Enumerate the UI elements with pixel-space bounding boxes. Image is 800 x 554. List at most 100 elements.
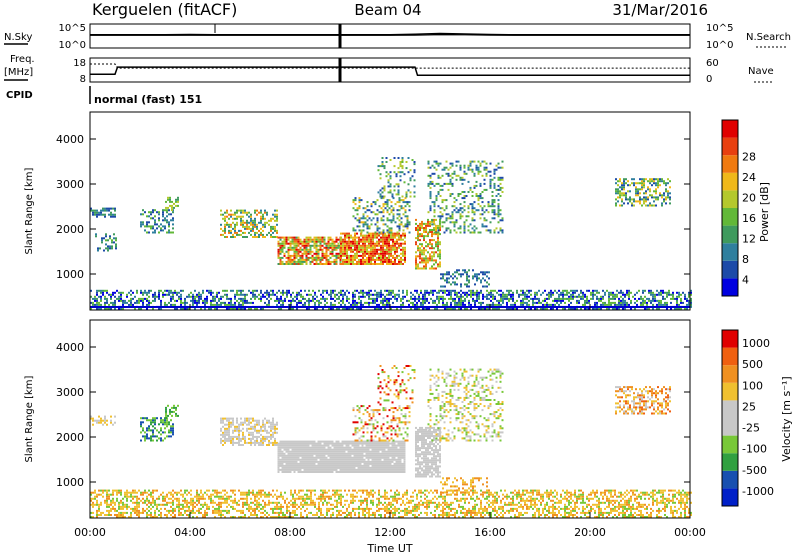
power-cell-1633 bbox=[104, 209, 106, 212]
power-cell-1251 bbox=[562, 297, 564, 300]
power-cell-3502 bbox=[471, 195, 474, 197]
power-cell-1622 bbox=[96, 209, 98, 212]
power-cell-808 bbox=[406, 299, 408, 302]
power-cell-3296 bbox=[431, 164, 434, 167]
power-cell-1496 bbox=[650, 299, 652, 302]
power-cell-1205 bbox=[546, 308, 548, 310]
power-cell-110 bbox=[134, 301, 136, 304]
power-cell-3492 bbox=[469, 160, 472, 163]
velocity-cell-92 bbox=[116, 509, 118, 512]
velocity-cell-841 bbox=[326, 509, 328, 512]
power-cell-3589 bbox=[489, 231, 492, 234]
velocity-cell-933 bbox=[354, 511, 356, 514]
power-cell-3285 bbox=[429, 182, 432, 185]
power-cell-2186 bbox=[311, 258, 314, 261]
velocity-cell-469 bbox=[218, 495, 220, 498]
power-cell-135 bbox=[144, 291, 146, 294]
power-cell-451 bbox=[268, 301, 270, 304]
power-cell-1941 bbox=[260, 219, 262, 222]
power-cell-3657 bbox=[499, 186, 502, 189]
power-cell-3120 bbox=[421, 267, 423, 270]
power-cell-3866 bbox=[645, 198, 647, 201]
power-cell-3943 bbox=[667, 178, 669, 181]
power-cell-2105 bbox=[295, 238, 298, 241]
power-cell-811 bbox=[406, 289, 408, 292]
power-cell-2592 bbox=[376, 252, 378, 255]
power-cell-75 bbox=[118, 297, 120, 300]
power-cell-3323 bbox=[437, 191, 440, 193]
velocity-cell-553 bbox=[244, 497, 246, 500]
power-cell-304 bbox=[212, 303, 214, 306]
power-cell-2253 bbox=[323, 252, 326, 255]
power-cell-2526 bbox=[366, 240, 368, 243]
power-cell-2107 bbox=[297, 263, 300, 265]
power-cell-2748 bbox=[398, 232, 400, 235]
power-cell-718 bbox=[372, 301, 374, 304]
velocity-cell-535 bbox=[240, 511, 242, 514]
power-cell-2517 bbox=[366, 263, 368, 265]
power-cell-2052 bbox=[287, 252, 290, 255]
power-cell-1310 bbox=[582, 293, 584, 296]
power-cell-474 bbox=[278, 301, 280, 304]
velocity-cell-151 bbox=[130, 495, 132, 498]
power-cell-783 bbox=[392, 291, 394, 294]
velocity-cell-784 bbox=[310, 511, 312, 514]
velocity-cell-756 bbox=[300, 489, 302, 492]
power-cell-2018 bbox=[279, 238, 282, 241]
power-cell-701 bbox=[364, 291, 366, 294]
power-cell-1568 bbox=[676, 299, 678, 302]
velocity-cell-850 bbox=[328, 497, 330, 500]
velocity-cell-945 bbox=[358, 505, 360, 508]
power-cell-2710 bbox=[392, 236, 394, 239]
power-cell-1856 bbox=[238, 233, 240, 236]
power-cell-82 bbox=[120, 295, 122, 298]
power-cell-2023 bbox=[281, 250, 284, 253]
power-cell-2070 bbox=[291, 263, 294, 265]
velocity-cell-534 bbox=[240, 516, 242, 518]
power-colorbar-frame bbox=[721, 119, 739, 297]
power-cell-878 bbox=[432, 301, 434, 304]
power-cell-3044 bbox=[401, 165, 404, 168]
power-cell-2 bbox=[90, 301, 92, 304]
power-cell-1039 bbox=[486, 289, 488, 292]
power-cell-3051 bbox=[405, 193, 408, 196]
power-cell-1301 bbox=[580, 308, 582, 310]
power-cell-3899 bbox=[655, 198, 657, 201]
velocity-cell-520 bbox=[234, 507, 236, 510]
power-cell-3515 bbox=[473, 186, 476, 189]
noise-left-label: N.Sky bbox=[4, 32, 32, 43]
power-cell-1663 bbox=[105, 239, 107, 242]
velocity-cell-858 bbox=[330, 495, 332, 498]
power-cell-2872 bbox=[380, 207, 383, 210]
power-cell-2706 bbox=[392, 244, 394, 247]
power-cell-536 bbox=[300, 293, 302, 296]
power-cell-104 bbox=[130, 289, 132, 292]
power-cell-2422 bbox=[350, 240, 352, 243]
power-cell-3836 bbox=[637, 188, 639, 191]
power-cell-1356 bbox=[598, 291, 600, 294]
power-cell-3350 bbox=[443, 221, 446, 224]
power-cell-2163 bbox=[305, 236, 308, 239]
velocity-cell-439 bbox=[212, 509, 214, 512]
power-cell-3122 bbox=[421, 259, 423, 262]
power-cell-560 bbox=[312, 297, 314, 300]
power-cell-159 bbox=[154, 297, 156, 300]
power-cell-137 bbox=[146, 308, 148, 310]
power-cell-3619 bbox=[493, 199, 496, 202]
power-cell-1999 bbox=[277, 256, 280, 259]
power-cell-3011 bbox=[389, 183, 392, 186]
power-cell-2328 bbox=[337, 238, 340, 241]
power-cell-2191 bbox=[311, 240, 314, 243]
power-cell-2427 bbox=[352, 258, 354, 261]
power-cell-3463 bbox=[463, 191, 466, 193]
power-cell-2739 bbox=[398, 260, 400, 263]
velocity-cell-572 bbox=[250, 514, 252, 516]
power-cell-2906 bbox=[390, 231, 393, 234]
velocity-cell-719 bbox=[292, 516, 294, 518]
power-cell-3063 bbox=[409, 169, 412, 172]
power-cell-3155 bbox=[425, 259, 427, 262]
power-cell-3673 bbox=[440, 277, 442, 280]
power-cell-3793 bbox=[623, 186, 625, 189]
power-cell-1394 bbox=[612, 297, 614, 300]
power-cell-3861 bbox=[643, 182, 645, 185]
